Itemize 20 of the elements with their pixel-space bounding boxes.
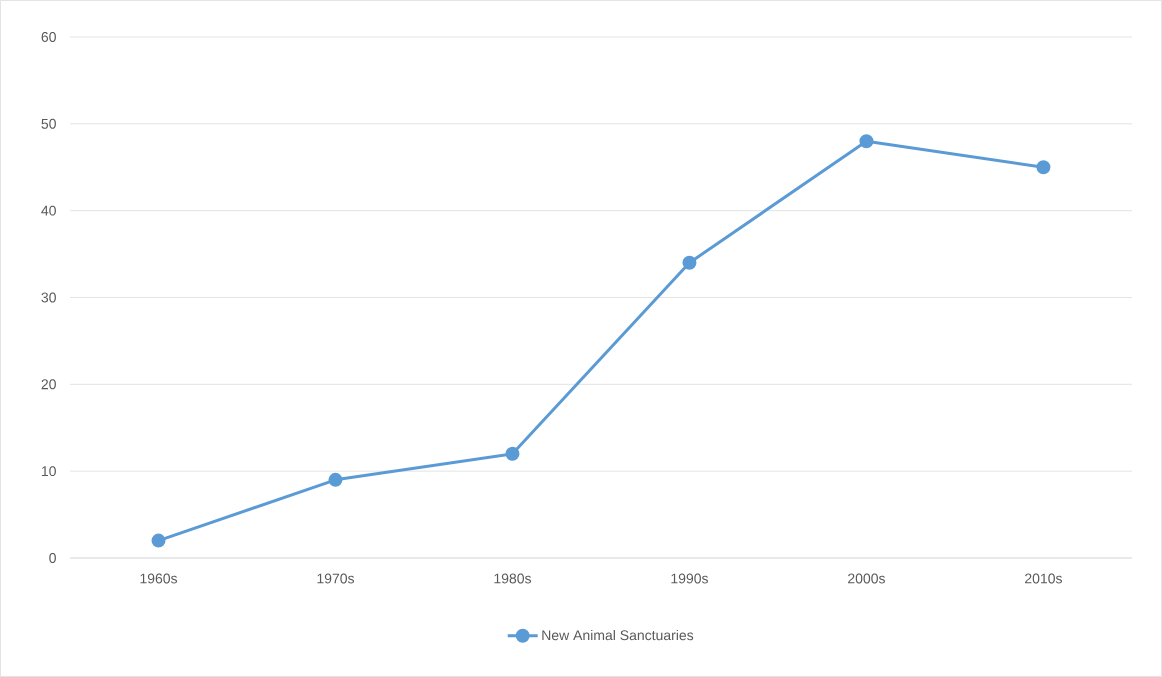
x-tick-label: 1960s xyxy=(140,573,178,584)
y-tick-label: 20 xyxy=(41,379,56,390)
x-tick-label: 2010s xyxy=(1025,573,1062,584)
x-tick-label: 1980s xyxy=(494,573,532,584)
point xyxy=(859,134,874,149)
x-tick-label: 1990s xyxy=(671,573,709,584)
y-tick-label: 50 xyxy=(41,118,56,129)
point xyxy=(328,472,343,487)
point xyxy=(1036,160,1051,175)
y-tick-label: 30 xyxy=(41,292,56,303)
y-tick-label: 60 xyxy=(41,32,56,42)
legend-label: New Animal Sanctuaries xyxy=(542,629,694,641)
point xyxy=(151,533,166,548)
y-tick-label: 0 xyxy=(49,553,56,563)
point xyxy=(682,255,697,270)
point xyxy=(505,446,520,461)
y-tick-label: 40 xyxy=(41,205,56,216)
x-tick-label: 1970s xyxy=(317,573,355,584)
x-tick-label: 2000s xyxy=(848,573,885,584)
y-tick-label: 10 xyxy=(41,466,56,477)
